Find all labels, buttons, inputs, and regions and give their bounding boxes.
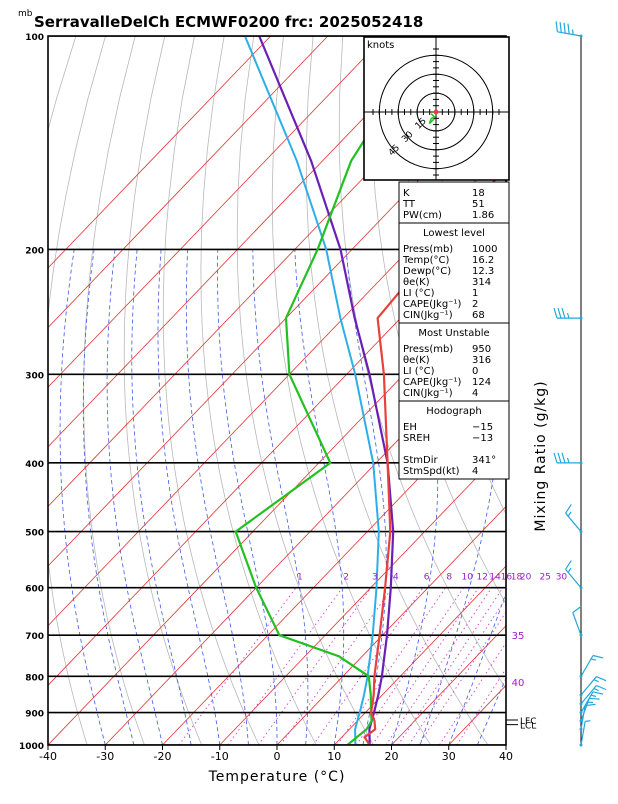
mixing-ratio-label: 4 <box>393 573 399 583</box>
pressure-unit-label: mb <box>18 9 33 19</box>
table-row-value: 1000 <box>472 244 497 255</box>
p-tick-label: 300 <box>25 371 44 381</box>
table-row-value: 0 <box>472 366 478 377</box>
mixing-ratio-label: 20 <box>520 573 532 583</box>
mixing-ratio-axis-label: Mixing Ratio (g/kg) <box>533 380 549 531</box>
x-tick-label: 0 <box>274 750 281 763</box>
p-tick-label: 1000 <box>19 742 44 752</box>
wind-barb-base <box>580 317 583 320</box>
table-row-label: CIN(Jkg⁻¹) <box>403 388 453 399</box>
mixing-ratio-label: 12 <box>476 573 487 583</box>
mixing-ratio-label: 1 <box>297 573 303 583</box>
wind-barb-base <box>580 461 583 464</box>
table-row-value: 16.2 <box>472 255 494 266</box>
table-row-label: θe(K) <box>403 277 430 288</box>
mixing-ratio-label: 10 <box>461 573 473 583</box>
theta-e-label: 40 <box>512 678 525 689</box>
wind-barb-base <box>580 35 583 38</box>
table-row-label: CAPE(Jkg⁻¹) <box>403 299 461 310</box>
table-row-label: PW(cm) <box>403 210 442 221</box>
table-row-label: StmDir <box>403 455 438 466</box>
wind-barb-base <box>580 702 583 705</box>
table-row-label: θe(K) <box>403 355 430 366</box>
wind-barb-base <box>580 711 583 714</box>
wind-barb-base <box>580 744 583 747</box>
mixing-ratio-label: 14 <box>489 573 501 583</box>
x-tick-label: 10 <box>327 750 341 763</box>
table-row-value: 316 <box>472 355 491 366</box>
table-row-label: LI (°C) <box>403 366 435 377</box>
x-tick-label: -10 <box>211 750 229 763</box>
theta-e-label: 35 <box>512 631 525 642</box>
table-row-value: 12.3 <box>472 266 494 277</box>
p-tick-label: 600 <box>25 585 44 595</box>
p-tick-label: 700 <box>25 632 44 642</box>
mixing-ratio-label: 3 <box>372 573 378 583</box>
table-row-value: 1 <box>472 288 478 299</box>
hodograph-units: knots <box>367 40 394 51</box>
x-tick-label: 40 <box>499 750 513 763</box>
x-tick-label: -30 <box>96 750 114 763</box>
table-row-value: 2 <box>472 299 478 310</box>
p-tick-label: 100 <box>25 33 44 43</box>
table-row-label: CAPE(Jkg⁻¹) <box>403 377 461 388</box>
mixing-ratio-label: 8 <box>446 573 452 583</box>
wind-barb-base <box>580 728 583 731</box>
table-row-value: 4 <box>472 388 478 399</box>
table-row-label: CIN(Jkg⁻¹) <box>403 310 453 321</box>
table-row-value: 124 <box>472 377 491 388</box>
table-row-label: Dewp(°C) <box>403 266 451 277</box>
p-tick-label: 800 <box>25 673 44 683</box>
table-row-label: K <box>403 188 410 199</box>
wind-barb-base <box>580 634 583 637</box>
table-row-label: Temp(°C) <box>402 255 450 266</box>
storm-motion-marker <box>434 110 439 115</box>
table-row-value: −15 <box>472 422 493 433</box>
table-row-label: Press(mb) <box>403 344 453 355</box>
table-row-value: 51 <box>472 199 485 210</box>
mixing-ratio-label: 30 <box>556 573 568 583</box>
wind-barb-base <box>580 586 583 589</box>
p-tick-label: 400 <box>25 460 44 470</box>
table-row-label: SREH <box>403 433 430 444</box>
table-row-value: −13 <box>472 433 493 444</box>
x-tick-label: 20 <box>385 750 399 763</box>
table-row-label: Press(mb) <box>403 244 453 255</box>
table-row-value: 1.86 <box>472 210 494 221</box>
wind-barb-half-feather <box>585 721 590 722</box>
mixing-ratio-label: 6 <box>424 573 430 583</box>
chart-title: SerravalleDelCh ECMWF0200 frc: 202505241… <box>34 13 423 31</box>
table-heading: Most Unstable <box>418 328 489 339</box>
mixing-ratio-label: 2 <box>343 573 349 583</box>
wind-barb-half-feather <box>573 29 574 34</box>
wind-barb-base <box>580 693 583 696</box>
table-row-value: 18 <box>472 188 485 199</box>
table-row-value: 314 <box>472 277 491 288</box>
x-tick-label: -20 <box>154 750 172 763</box>
wind-barb-base <box>580 530 583 533</box>
table-row-value: 341° <box>472 455 496 466</box>
wind-barb-feather <box>589 698 599 699</box>
table-heading: Lowest level <box>423 228 485 239</box>
table-row-value: 68 <box>472 310 485 321</box>
x-axis-label: Temperature (°C) <box>208 769 346 785</box>
mixing-ratio-label: 25 <box>539 573 550 583</box>
p-tick-label: 500 <box>25 529 44 539</box>
table-row-label: EH <box>403 422 417 433</box>
table-row-value: 4 <box>472 466 478 477</box>
table-row-label: LI (°C) <box>403 288 435 299</box>
p-tick-label: 200 <box>25 246 44 256</box>
p-tick-label: 900 <box>25 710 44 720</box>
table-row-label: TT <box>402 199 416 210</box>
x-tick-label: 30 <box>442 750 456 763</box>
table-heading: Hodograph <box>426 406 481 417</box>
table-row-label: StmSpd(kt) <box>403 466 460 477</box>
wind-barb-base <box>580 675 583 678</box>
table-row-value: 950 <box>472 344 491 355</box>
lcl-label: LCL <box>520 722 536 732</box>
